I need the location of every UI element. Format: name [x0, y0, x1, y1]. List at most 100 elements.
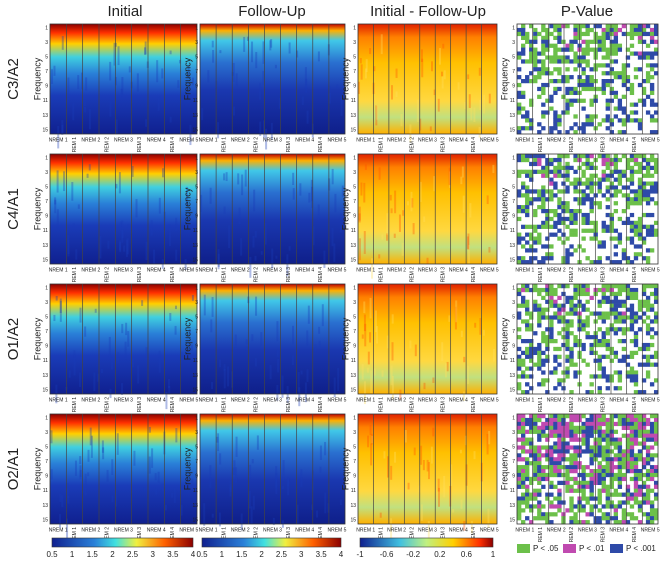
pvalue-cell [581, 236, 586, 241]
pvalue-cell [549, 465, 554, 470]
pvalue-cell [653, 181, 659, 186]
pvalue-cell [541, 189, 546, 194]
pvalue-cell [621, 417, 627, 423]
pvalue-cell [525, 126, 530, 131]
pvalue-cell [617, 291, 623, 297]
pvalue-cell [617, 177, 623, 182]
pvalue-cell [553, 193, 558, 198]
pvalue-cell [601, 224, 606, 229]
pvalue-cell [601, 484, 606, 489]
stage-label: REM 1 [221, 527, 227, 543]
pvalue-cell [589, 260, 594, 265]
pvalue-cell [537, 469, 542, 474]
heatmap-texture [218, 512, 221, 527]
pvalue-cell [641, 287, 647, 293]
y-tick-label: 13 [509, 373, 515, 379]
pvalue-cell [557, 417, 562, 423]
pvalue-cell [629, 315, 635, 320]
pvalue-cell [601, 449, 606, 454]
pvalue-cell [621, 248, 627, 253]
stage-label: REM 3 [286, 137, 292, 153]
y-tick-label: 9 [45, 84, 48, 90]
y-tick-label: 15 [350, 517, 356, 523]
pvalue-cell [653, 465, 659, 470]
heatmap-texture [363, 182, 366, 203]
y-tick-label: 7 [45, 69, 48, 75]
pvalue-cell [537, 130, 542, 135]
pvalue-cell [573, 67, 578, 72]
pvalue-cell [573, 181, 578, 186]
heatmap-texture [358, 238, 361, 261]
heatmap-texture [238, 207, 241, 225]
pvalue-cell [601, 55, 606, 60]
pvalue-cell [521, 31, 526, 37]
heatmap-texture [467, 244, 470, 264]
pvalue-cell [565, 86, 570, 92]
stage-label: REM 3 [137, 397, 143, 413]
pvalue-cell [637, 185, 643, 190]
pvalue-cell [553, 43, 558, 48]
pvalue-cell [581, 86, 586, 92]
stage-label: NREM 5 [327, 527, 346, 533]
pvalue-cell [605, 453, 610, 458]
pvalue-cell [557, 157, 562, 163]
pvalue-cell [545, 492, 550, 497]
pvalue-cell [589, 75, 594, 80]
pvalue-cell [585, 154, 590, 159]
stage-label: NREM 3 [418, 267, 437, 273]
pvalue-cell [545, 342, 550, 348]
pvalue-cell [597, 421, 602, 427]
pvalue-cell [573, 130, 578, 135]
stage-label: NREM 3 [114, 137, 133, 143]
heatmap-texture [114, 77, 117, 86]
colorbar-tick-label: 2.5 [127, 550, 139, 559]
pvalue-cell [637, 24, 643, 29]
stage-label: NREM 5 [480, 267, 499, 273]
pvalue-cell [613, 303, 619, 308]
pvalue-cell [529, 59, 534, 64]
pvalue-cell [629, 287, 635, 293]
pvalue-cell [545, 209, 550, 214]
pvalue-cell [617, 374, 623, 379]
pvalue-cell [581, 39, 586, 44]
pvalue-cell [621, 79, 627, 84]
pvalue-cell [569, 421, 574, 427]
pvalue-cell [621, 449, 627, 454]
stage-label: NREM 3 [114, 397, 133, 403]
pvalue-cell [553, 157, 558, 163]
pvalue-cell [597, 453, 602, 458]
heatmap-texture [358, 81, 361, 94]
heatmap-texture [175, 428, 178, 443]
stage-label: NREM 2 [547, 527, 566, 533]
pvalue-cell [617, 417, 623, 423]
pvalue-cell [625, 421, 631, 427]
pvalue-cell [649, 118, 655, 123]
pvalue-cell [533, 496, 538, 501]
y-tick-label: 1 [353, 415, 356, 421]
heatmap-texture [318, 340, 321, 347]
pvalue-cell [649, 114, 655, 119]
stage-label: NREM 4 [147, 267, 166, 273]
pvalue-cell [649, 67, 655, 72]
pvalue-cell [617, 476, 623, 482]
pvalue-cell [525, 449, 530, 454]
pvalue-cell [605, 488, 610, 493]
heatmap-texture [394, 190, 397, 214]
pvalue-cell [525, 457, 530, 462]
heatmap-texture [233, 106, 236, 116]
pvalue-cell [617, 236, 623, 241]
pvalue-cell [581, 161, 586, 167]
pvalue-cell [545, 335, 550, 340]
pvalue-cell [537, 346, 542, 352]
pvalue-cell [645, 342, 651, 348]
pvalue-cell [573, 335, 578, 340]
pvalue-cell [629, 118, 635, 123]
pvalue-cell [613, 284, 619, 289]
pvalue-cell [557, 295, 562, 301]
pvalue-cell [553, 67, 558, 72]
pvalue-cell [529, 421, 534, 427]
pvalue-cell [533, 469, 538, 474]
pvalue-cell [569, 516, 574, 521]
pvalue-cell [537, 414, 542, 419]
pvalue-cell [613, 370, 619, 375]
